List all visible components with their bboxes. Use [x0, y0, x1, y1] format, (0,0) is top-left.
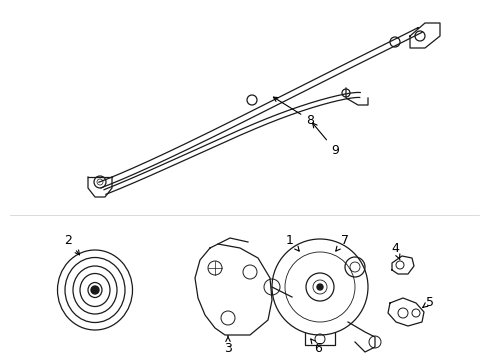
- Text: 1: 1: [285, 234, 299, 251]
- Circle shape: [91, 286, 99, 294]
- Text: 9: 9: [312, 123, 338, 157]
- Text: 6: 6: [310, 339, 321, 355]
- Text: 2: 2: [64, 234, 80, 255]
- Text: 8: 8: [273, 97, 313, 126]
- Text: 5: 5: [422, 296, 433, 309]
- Text: 4: 4: [390, 242, 399, 260]
- Text: 3: 3: [224, 336, 231, 355]
- Circle shape: [316, 284, 323, 290]
- Text: 7: 7: [335, 234, 348, 251]
